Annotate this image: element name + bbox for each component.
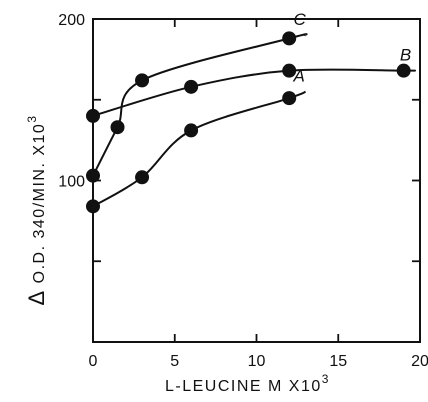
y-axis-title: ΔO.D. 340/MIN. X103	[24, 114, 49, 305]
data-point-B-1	[184, 79, 199, 94]
data-point-C-0	[86, 168, 100, 183]
data-point-C-3	[282, 31, 297, 46]
x-tick-label-0: 0	[89, 353, 98, 370]
x-axis-title-superscript: 3	[322, 372, 330, 386]
tick-labels: 0 5 10 15 20 100 200	[58, 12, 428, 370]
y-tick-label-1: 200	[58, 12, 85, 29]
series-label-C: C	[294, 10, 307, 29]
series-label-A: A	[293, 67, 305, 86]
data-point-A-2	[184, 123, 199, 138]
data-point-A-1	[135, 170, 150, 185]
data-point-A-3	[282, 91, 297, 106]
data-point-B-3	[396, 63, 411, 78]
series-label-B: B	[400, 46, 411, 65]
data-point-B-0	[86, 108, 100, 123]
data-points	[86, 31, 411, 214]
series-labels: A B C	[293, 10, 412, 86]
y-axis-title-group: ΔO.D. 340/MIN. X103	[24, 114, 49, 305]
data-point-B-2	[282, 63, 297, 78]
y-axis-delta-symbol: Δ	[24, 289, 49, 305]
x-tick-label-4: 20	[411, 353, 428, 370]
x-tick-label-3: 15	[329, 353, 347, 370]
axis-ticks	[92, 18, 421, 343]
y-tick-label-0: 100	[58, 174, 85, 191]
x-tick-label-1: 5	[170, 353, 179, 370]
series-curve-C	[92, 33, 308, 177]
y-axis-title-superscript: 3	[25, 114, 39, 122]
x-axis-title: L-LEUCINE M X103	[165, 372, 330, 395]
series-curve-A	[92, 90, 306, 208]
data-point-C-2	[135, 73, 150, 88]
x-tick-label-2: 10	[248, 353, 266, 370]
data-point-A-0	[86, 199, 100, 214]
data-point-C-1	[110, 120, 125, 135]
